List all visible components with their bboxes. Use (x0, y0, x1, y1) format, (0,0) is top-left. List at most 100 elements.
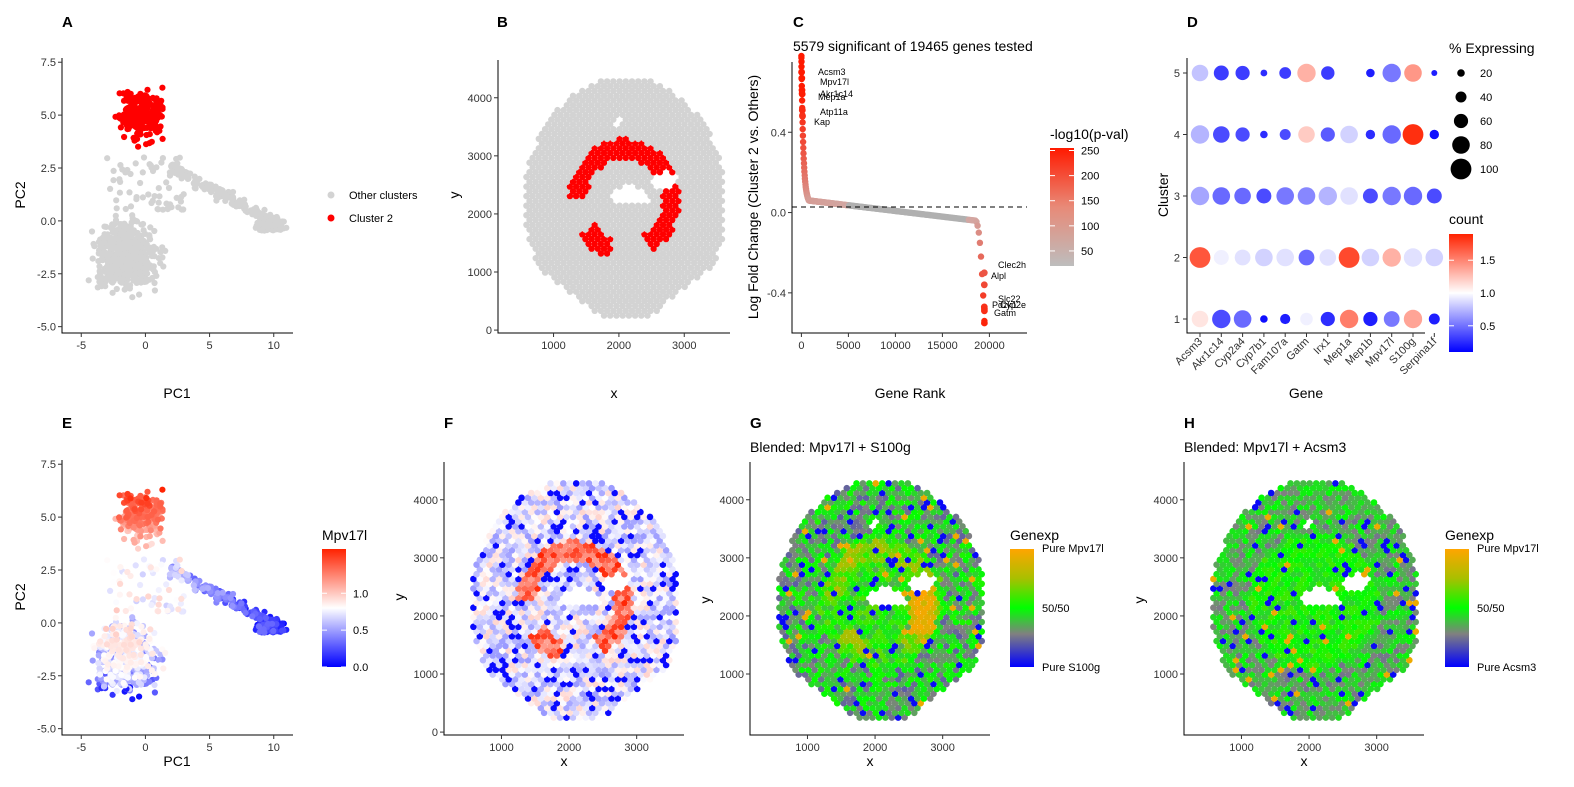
panel-b-spot (554, 221, 561, 228)
panel-b-spot (656, 264, 664, 271)
panel-d-y-tick-label: 4 (1174, 130, 1180, 142)
dot-fam107a-cluster-1 (1280, 313, 1291, 325)
panel-b-spot (591, 278, 598, 286)
pca-point-other (126, 189, 133, 196)
panel-b-spot (656, 226, 664, 233)
panel-b-spot (650, 283, 657, 291)
panel-b-spot (607, 255, 614, 262)
panel-b-spot (700, 226, 707, 233)
dot-cyp2a4-cluster-2 (1234, 249, 1251, 266)
pca-point-mpv17l (147, 564, 154, 571)
pca-point-mpv17l (133, 596, 140, 603)
pca-point-other (148, 199, 155, 207)
gene-label-atp11a: Atp11a (820, 107, 848, 117)
panel-b-spot (622, 231, 629, 238)
panel-b-spot (678, 240, 685, 248)
panel-b-spot (631, 264, 639, 271)
panel-b-spot (541, 269, 549, 276)
panel-f-spot (566, 604, 573, 611)
pca-point-other (116, 176, 123, 183)
lfc-point (974, 222, 981, 229)
pca-point-other (144, 261, 152, 268)
panel-b-spot (684, 250, 691, 257)
panel-f-spot (608, 590, 615, 597)
pca-point-mpv17l (199, 585, 206, 593)
panel-b-spot (672, 250, 679, 257)
pca-point-mpv17l (174, 562, 181, 569)
panel-b-spot (650, 235, 657, 243)
panel-b-spot (560, 259, 567, 267)
panel-b-spot (563, 245, 570, 252)
panel-b-spot (703, 259, 710, 267)
panel-b-spot (638, 302, 645, 310)
panel-b-spot (619, 235, 626, 243)
pca-point-mpv17l (136, 673, 144, 680)
pca-point-other (229, 196, 236, 203)
panel-b-spot (625, 235, 633, 243)
panel-b-spot (669, 245, 676, 252)
pca-point-other (119, 264, 126, 271)
pca-point-cluster-2 (121, 133, 128, 141)
pca-point-other (151, 227, 158, 235)
pca-point-mpv17l (131, 506, 138, 513)
panel-b-spot (709, 259, 716, 267)
pca-point-mpv17l (178, 567, 185, 575)
gene-label-clec2h: Clec2h (998, 260, 1026, 270)
pca-point-mpv17l (103, 625, 110, 633)
panel-b-spot (619, 274, 626, 281)
panel-b-spot (675, 274, 682, 281)
panel-b-spot (703, 250, 710, 257)
pca-point-mpv17l (144, 513, 151, 521)
pca-point-other (127, 170, 134, 178)
panel-b-spot (635, 259, 642, 267)
panel-b-spot (588, 283, 595, 291)
panel-b-spot (659, 240, 667, 248)
pca-point-other (99, 252, 106, 259)
pca-point-other (266, 218, 273, 225)
pca-point-other (122, 250, 129, 257)
panel-b-spot (591, 231, 598, 238)
panel-b-spot (635, 78, 642, 85)
panel-a-x-tick-label: 0 (142, 340, 148, 352)
panel-b-spot (610, 307, 617, 314)
panel-b-spot (669, 264, 676, 271)
panel-b-spot (607, 226, 614, 233)
panel-b-spot (628, 231, 636, 238)
panel-b-spot (572, 231, 580, 238)
panel-b-spot (678, 259, 685, 267)
pca-point-mpv17l (148, 540, 155, 547)
pca-point-mpv17l (148, 601, 155, 609)
panel-b-spot (669, 274, 676, 281)
pca-point-other (146, 276, 153, 283)
pca-point-other (156, 193, 163, 200)
gene-point-mpv17l (798, 74, 806, 82)
pca-point-mpv17l (176, 556, 183, 563)
dot-serpina1f-cluster-3 (1426, 188, 1442, 204)
pca-point-other (137, 249, 144, 256)
dot-mep1b-cluster-1 (1363, 311, 1378, 327)
panel-b-spot (622, 240, 629, 248)
pca-point-cluster-2 (159, 84, 166, 91)
panel-b-spot (672, 259, 679, 267)
pca-point-other (115, 260, 122, 267)
panel-b-spot (566, 240, 574, 248)
pca-point-mpv17l (249, 613, 256, 620)
panel-e-y-tick-label: 2.5 (41, 565, 56, 577)
pca-point-mpv17l (146, 533, 153, 540)
panel-b-spot (631, 226, 639, 233)
panel-b-spot (610, 78, 617, 85)
dot-akr1c14-cluster-5 (1213, 65, 1229, 81)
pca-point-mpv17l (130, 651, 137, 659)
panel-b-spot (532, 255, 539, 262)
panel-b-spot (548, 269, 555, 276)
gene-label-gatm: Gatm (994, 308, 1016, 318)
panel-b-spot (613, 264, 620, 271)
panel-a-y-tick-label: -5.0 (37, 322, 56, 334)
panel-a-axes (61, 58, 293, 334)
dot-gatm-cluster-4 (1298, 126, 1315, 143)
panel-b-spot (694, 264, 701, 271)
pca-point-other (192, 185, 199, 192)
pca-point-other (173, 194, 180, 201)
pca-point-other (129, 294, 136, 301)
pca-point-mpv17l (156, 595, 163, 602)
